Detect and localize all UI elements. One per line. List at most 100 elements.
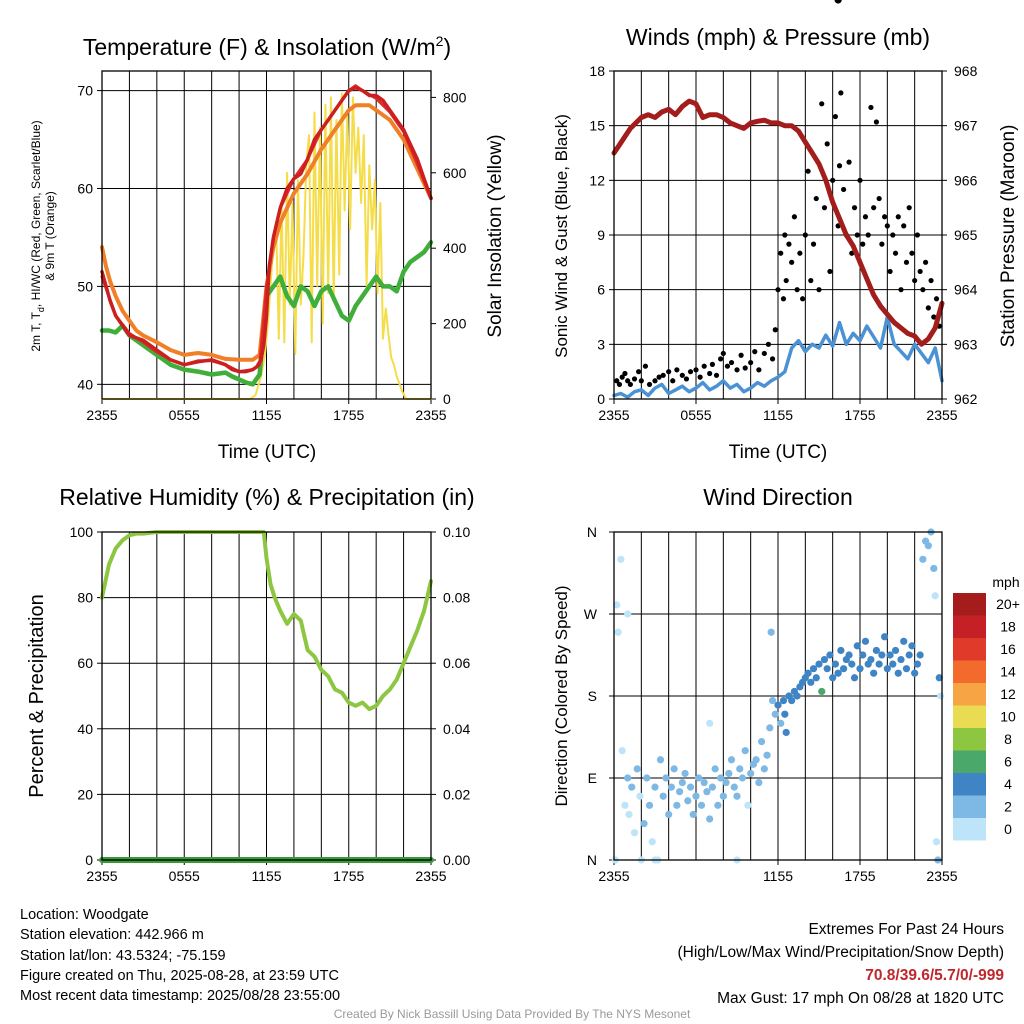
direction-point (875, 660, 883, 668)
x-tick-label: 1755 (333, 868, 364, 884)
colorbar-label: 18 (1000, 619, 1016, 635)
direction-point (636, 792, 644, 800)
colorbar-label: 12 (1000, 686, 1016, 702)
gust-point (638, 378, 644, 384)
gust-point (709, 361, 716, 367)
direction-point (706, 815, 714, 823)
direction-point (689, 810, 697, 819)
gust-point (838, 90, 844, 96)
gust-point (917, 268, 923, 275)
gust-point (687, 369, 694, 375)
gust-point (898, 287, 904, 293)
gust-point (816, 287, 822, 293)
y2-tick-label: 965 (954, 227, 978, 243)
y-tick-label: 40 (77, 376, 93, 392)
direction-point (714, 801, 722, 809)
direction-point (697, 801, 706, 809)
x-tick-label: 1755 (844, 407, 875, 423)
direction-point (766, 724, 774, 732)
gust-point (683, 376, 690, 382)
gust-point (783, 277, 789, 284)
direction-point (878, 651, 886, 659)
direction-point (861, 637, 870, 645)
gust-point (868, 104, 874, 111)
direction-point (881, 633, 889, 641)
gust-point (846, 159, 852, 165)
winds-panel: Winds (mph) & Pressure (mb) Sonic Wind &… (552, 24, 1019, 463)
direction-point (837, 646, 845, 655)
series-red-line (100, 85, 433, 374)
gust-point (933, 296, 940, 302)
gust-point (871, 205, 877, 211)
direction-point (625, 810, 633, 819)
y-tick-label: 12 (589, 172, 605, 188)
direction-point (859, 651, 867, 659)
direction-point (856, 665, 864, 673)
gust-point (887, 268, 893, 275)
gust-point (660, 372, 666, 378)
gust-point (761, 350, 767, 357)
x-tick-label: 2355 (415, 407, 446, 423)
gust-point (802, 232, 808, 238)
direction-point (916, 651, 924, 659)
y-tick-label: 60 (77, 180, 93, 196)
direction-point (788, 696, 796, 705)
gust-point (738, 352, 744, 358)
x-tick-label: 2355 (86, 868, 117, 884)
plot-frame (613, 531, 943, 861)
direction-point (781, 710, 789, 718)
direction-point (768, 696, 777, 705)
y-tick-label: 80 (77, 590, 93, 606)
gust-point (622, 370, 628, 377)
y-tick-label: 0 (597, 391, 605, 407)
gust-point (674, 367, 680, 373)
direction-point (706, 719, 714, 727)
direction-point (645, 801, 654, 809)
gust-point (636, 369, 642, 375)
gust-point (625, 378, 631, 384)
x-tick-label: 2355 (598, 407, 629, 423)
gust-point (786, 241, 792, 247)
y2-tick-label: 963 (954, 336, 978, 352)
y-tick-label: 100 (70, 524, 94, 540)
direction-point (767, 628, 775, 636)
direction-point (667, 783, 676, 791)
extremes-box: Extremes For Past 24 Hours (High/Low/Max… (678, 918, 1005, 1010)
direction-point (758, 737, 766, 746)
gust-point (697, 374, 703, 380)
direction-point (870, 669, 878, 677)
y2-tick-label: 0.04 (443, 721, 470, 737)
gust-point (724, 363, 731, 369)
extremes-values: 70.8/39.6/5.7/0/-999 (865, 967, 1004, 984)
x-tick-label: 0555 (169, 407, 200, 423)
gust-point (720, 350, 726, 357)
series-yellow-line (101, 92, 432, 400)
direction-point (662, 774, 670, 782)
direction-point (725, 769, 733, 778)
x-tick-label: 2355 (415, 868, 446, 884)
direction-point (782, 728, 790, 737)
direction-point (760, 765, 768, 773)
gust-point (832, 113, 839, 120)
colorbar-swatch (953, 615, 986, 638)
y-tick-label: N (587, 852, 597, 868)
colorbar-swatch (953, 773, 986, 796)
x-tick-label: 1755 (844, 868, 875, 884)
y2-tick-label: 0 (443, 391, 451, 407)
series-green-line (99, 240, 434, 387)
gust-point (841, 186, 847, 193)
direction-left-label: Direction (Colored By Speed) (552, 585, 571, 806)
temperature-left-label-2: & 9m T (Orange) (43, 191, 57, 281)
gust-point (679, 372, 685, 378)
direction-point (820, 655, 829, 664)
gust-point (827, 268, 833, 275)
speed-colorbar: 20+ 18 16 14 12 10 8 6 4 2 0 (953, 593, 1020, 841)
temperature-xlabel: Time (UTC) (218, 442, 317, 463)
direction-point (889, 660, 897, 668)
gust-point (931, 314, 937, 320)
gust-point (895, 214, 901, 220)
gust-point (713, 372, 720, 378)
direction-point (747, 769, 755, 778)
gust-point (718, 356, 724, 362)
gust-point (920, 287, 926, 293)
